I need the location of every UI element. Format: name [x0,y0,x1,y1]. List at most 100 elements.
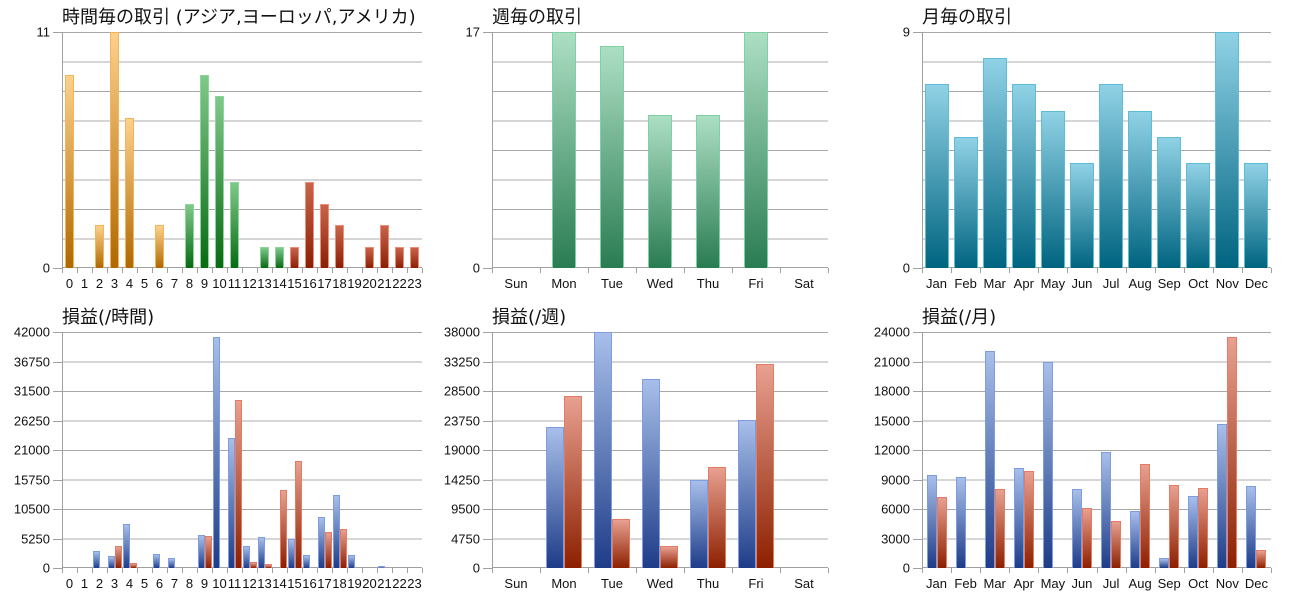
bar-loss[interactable] [612,518,630,568]
bar-profit[interactable] [92,551,100,568]
bar-profit[interactable] [955,476,966,568]
bar-loss[interactable] [1169,484,1180,568]
bar-loss[interactable] [936,497,947,568]
bar-loss[interactable] [994,488,1005,568]
bar-profit[interactable] [377,565,385,568]
bar-loss[interactable] [1023,471,1034,568]
bar[interactable] [305,182,314,268]
bar[interactable] [924,84,949,268]
bar[interactable] [1011,84,1036,268]
bar[interactable] [275,246,284,268]
bar[interactable] [215,96,224,268]
bar[interactable] [320,203,329,268]
bar-loss[interactable] [756,363,774,568]
bar-profit[interactable] [1042,362,1053,568]
bar[interactable] [65,74,74,268]
bar-loss[interactable] [660,545,678,568]
bar-profit[interactable] [1217,424,1228,568]
bar[interactable] [200,74,209,268]
bar-loss[interactable] [204,535,212,568]
bar-profit[interactable] [332,494,340,568]
bar-loss[interactable] [1140,463,1151,568]
bar[interactable] [1186,163,1211,268]
bar[interactable] [260,246,269,268]
bar-loss[interactable] [279,489,287,568]
bar[interactable] [410,246,419,268]
x-tick-label: Sep [1157,276,1181,291]
bar-profit[interactable] [1159,558,1170,568]
bar[interactable] [1099,84,1124,268]
bar-loss[interactable] [1198,487,1209,568]
bar[interactable] [744,32,768,268]
bar-profit[interactable] [546,427,564,568]
bar-profit[interactable] [1071,489,1082,568]
gridline [922,209,1271,210]
bar-loss[interactable] [264,564,272,568]
bar-profit[interactable] [1013,468,1024,568]
bar[interactable] [230,182,239,268]
bar[interactable] [95,225,104,268]
bar[interactable] [696,115,720,268]
bar-loss[interactable] [129,562,137,568]
bar-profit[interactable] [167,558,175,568]
bar-loss[interactable] [1256,550,1267,568]
bar-loss[interactable] [234,400,242,568]
bar[interactable] [648,115,672,268]
bar[interactable] [1215,32,1240,268]
bar-profit[interactable] [302,555,310,568]
bar[interactable] [953,136,978,268]
bar[interactable] [290,246,299,268]
bar-loss[interactable] [324,532,332,568]
bar-profit[interactable] [227,437,235,568]
bar[interactable] [552,32,576,268]
y-tick [53,361,62,363]
bar-loss[interactable] [1227,337,1238,568]
bar-profit[interactable] [690,480,708,568]
bar-profit[interactable] [152,553,160,568]
plot-area: 0 9 Jan Feb Mar Apr May Jun Jul Aug Sep Oct Nov Dec [903,25,1272,291]
bar-profit[interactable] [212,337,220,568]
bar-profit[interactable] [594,332,612,568]
bar[interactable] [380,225,389,268]
bar-loss[interactable] [564,395,582,568]
bar[interactable] [125,117,134,268]
bar-loss[interactable] [339,529,347,568]
bar[interactable] [335,225,344,268]
bar-profit[interactable] [926,475,937,568]
bar[interactable] [110,32,119,268]
bar[interactable] [1128,110,1153,268]
bar-profit[interactable] [242,546,250,568]
bar[interactable] [155,225,164,268]
bar-profit[interactable] [1130,510,1141,568]
bar-profit[interactable] [107,555,115,568]
bar[interactable] [1069,163,1094,268]
bar-profit[interactable] [257,537,265,568]
bar-profit[interactable] [738,419,756,568]
bar-loss[interactable] [1111,521,1122,568]
bar-loss[interactable] [1081,508,1092,568]
bar-loss[interactable] [114,546,122,568]
bar-profit[interactable] [1101,451,1112,568]
bar[interactable] [1244,163,1269,268]
bar[interactable] [982,58,1007,268]
bar[interactable] [600,45,624,268]
bar[interactable] [185,203,194,268]
bar-profit[interactable] [984,350,995,568]
bar-profit[interactable] [1246,485,1257,568]
bar-loss[interactable] [708,467,726,568]
bar-loss[interactable] [294,461,302,568]
bar-profit[interactable] [197,534,205,568]
bar-loss[interactable] [249,561,257,568]
bar[interactable] [365,246,374,268]
bar-profit[interactable] [1188,496,1199,568]
bar-profit[interactable] [347,555,355,568]
bar[interactable] [1040,110,1065,268]
bar[interactable] [1157,136,1182,268]
bar-profit[interactable] [642,379,660,568]
bar-profit[interactable] [122,523,130,568]
x-tick-label: 14 [272,576,287,591]
gridline [62,60,422,63]
bar-profit[interactable] [287,538,295,568]
bar[interactable] [395,246,404,268]
bar-profit[interactable] [317,516,325,568]
